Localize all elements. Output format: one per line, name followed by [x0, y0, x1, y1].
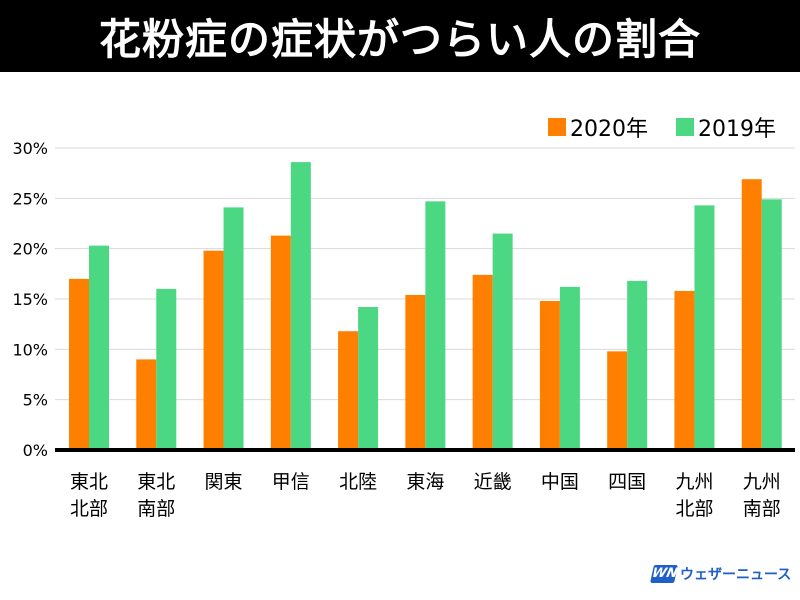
y-tick-label: 15% — [12, 290, 48, 309]
bar-s2019 — [156, 288, 177, 450]
x-tick-label: 九州 — [743, 471, 781, 493]
x-tick-label: 南部 — [743, 498, 781, 520]
bar-s2020 — [539, 301, 560, 450]
x-tick-label: 東海 — [406, 471, 444, 493]
x-tick-label: 関東 — [205, 471, 243, 493]
bar-s2019 — [89, 245, 109, 450]
x-tick-label: 東北 — [137, 471, 175, 493]
bar-s2020 — [270, 235, 291, 450]
y-tick-label: 30% — [12, 139, 48, 158]
bar-s2019 — [358, 307, 379, 450]
x-tick-label: 南部 — [137, 498, 175, 520]
legend-label: 2020年 — [570, 117, 648, 142]
legend-swatch — [548, 118, 566, 136]
x-tick-label: 九州 — [675, 471, 713, 493]
y-tick-label: 25% — [12, 189, 48, 208]
bar-s2019 — [559, 286, 580, 450]
bar-s2020 — [69, 278, 89, 450]
bar-s2019 — [761, 199, 782, 450]
bar-s2019 — [492, 233, 513, 450]
legend-label: 2019年 — [698, 117, 776, 142]
bar-s2020 — [741, 179, 762, 450]
x-tick-label: 四国 — [608, 471, 646, 493]
bar-s2019 — [223, 207, 244, 450]
bar-s2019 — [627, 280, 648, 450]
x-tick-label: 近畿 — [474, 471, 512, 493]
bar-s2020 — [674, 290, 695, 450]
x-tick-label: 北部 — [675, 498, 713, 520]
bar-s2020 — [405, 294, 426, 450]
bar-s2020 — [203, 250, 224, 450]
x-tick-label: 東北 — [70, 471, 108, 493]
bar-s2019 — [290, 162, 311, 451]
x-tick-label: 北陸 — [339, 471, 377, 493]
bar-s2020 — [136, 359, 157, 450]
y-tick-label: 5% — [23, 391, 48, 410]
bar-s2019 — [425, 201, 446, 450]
legend-swatch — [676, 118, 694, 136]
x-tick-label: 北部 — [70, 498, 108, 520]
x-tick-label: 中国 — [541, 471, 579, 493]
bar-s2020 — [338, 331, 359, 450]
weathernews-logo: WN ウェザーニュース — [650, 560, 792, 588]
bar-s2020 — [472, 274, 493, 450]
bar-s2019 — [694, 205, 715, 450]
y-tick-label: 20% — [12, 240, 48, 259]
chart-title: 花粉症の症状がつらい人の割合 — [0, 0, 800, 72]
y-tick-label: 10% — [12, 340, 48, 359]
y-tick-label: 0% — [23, 441, 48, 460]
weathernews-logo-text: ウェザーニュース — [680, 567, 792, 583]
x-tick-label: 甲信 — [272, 471, 310, 493]
weathernews-logo-icon: WN — [650, 565, 679, 583]
bar-s2020 — [607, 351, 628, 450]
